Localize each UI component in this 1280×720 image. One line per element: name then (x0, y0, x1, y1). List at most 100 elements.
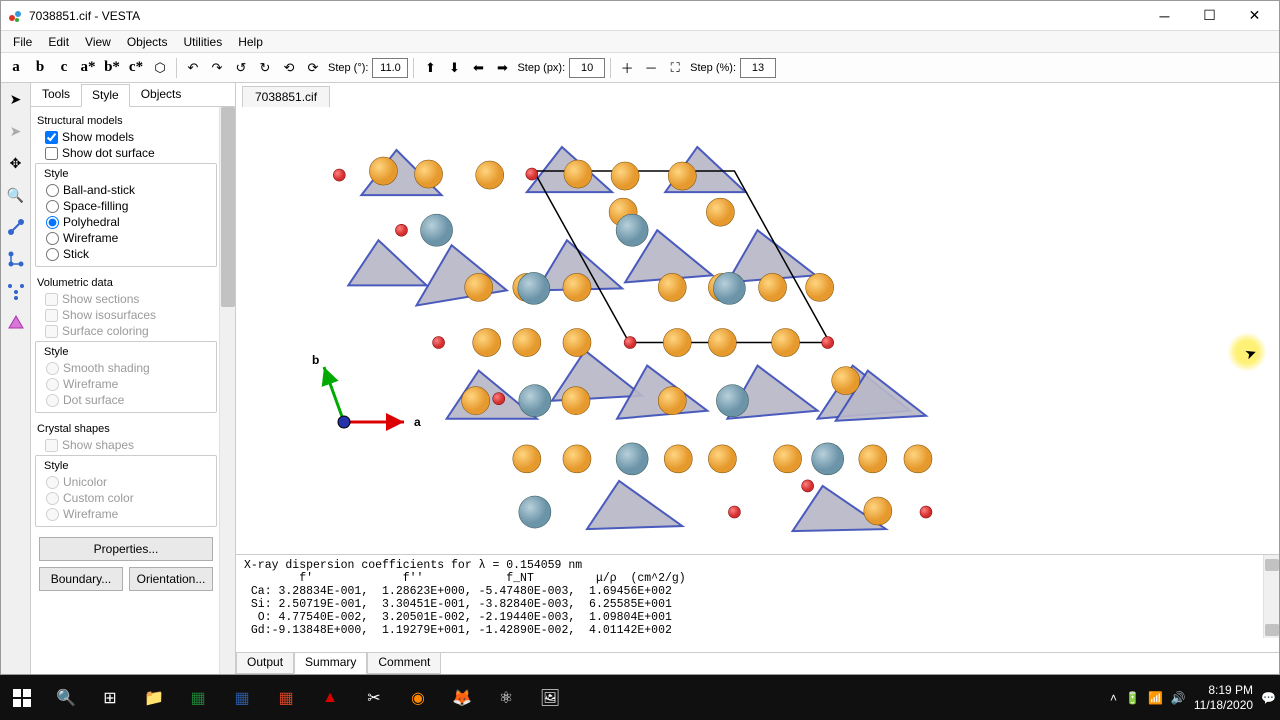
show-models-check[interactable] (45, 131, 58, 144)
menu-view[interactable]: View (77, 33, 119, 51)
polyhedral-radio[interactable] (46, 216, 59, 229)
vesta-icon[interactable]: ⚛ (484, 676, 528, 720)
tab-tools[interactable]: Tools (31, 83, 81, 106)
taskview-icon[interactable]: ⊞ (88, 676, 132, 720)
photos-icon[interactable]: 🖼 (528, 676, 572, 720)
dihedral-icon[interactable] (4, 279, 28, 303)
step-deg-label: Step (°): (326, 62, 370, 74)
vol-style-label: Style (36, 344, 216, 360)
side-scrollbar[interactable] (219, 107, 235, 674)
ppt-icon[interactable]: ▦ (264, 676, 308, 720)
move-right-icon[interactable]: ➡ (491, 57, 513, 79)
canvas[interactable]: a b ➤ (236, 107, 1279, 554)
menu-utilities[interactable]: Utilities (176, 33, 231, 51)
menu-objects[interactable]: Objects (119, 33, 176, 51)
zoom-icon[interactable]: 🔍 (4, 183, 28, 207)
rotate-left-icon[interactable]: ↺ (230, 57, 252, 79)
show-iso-label: Show isosurfaces (62, 308, 156, 322)
ball-stick-radio[interactable] (46, 184, 59, 197)
rotate-right-icon[interactable]: ↻ (254, 57, 276, 79)
axis-bstar-button[interactable]: b* (101, 57, 123, 79)
cr-style-label: Style (36, 458, 216, 474)
tab-comment[interactable]: Comment (367, 652, 441, 674)
menubar: File Edit View Objects Utilities Help (1, 31, 1279, 53)
volume-icon[interactable]: 🔊 (1171, 691, 1186, 705)
custom-radio (46, 492, 59, 505)
rotate-down-icon[interactable]: ↷ (206, 57, 228, 79)
doc-tab[interactable]: 7038851.cif (242, 86, 330, 107)
notifications-icon[interactable]: 💬 (1261, 691, 1276, 705)
rotate-ccw-icon[interactable]: ⟲ (278, 57, 300, 79)
properties-button[interactable]: Properties... (39, 537, 213, 561)
move-icon[interactable]: ✥ (4, 151, 28, 175)
maximize-button[interactable]: ☐ (1187, 2, 1232, 30)
word-icon[interactable]: ▦ (220, 676, 264, 720)
tab-objects[interactable]: Objects (130, 83, 193, 106)
menu-help[interactable]: Help (230, 33, 271, 51)
bond-icon[interactable] (4, 215, 28, 239)
step-px-input[interactable] (569, 58, 605, 78)
close-button[interactable]: ✕ (1232, 2, 1277, 30)
side-tabs: Tools Style Objects (31, 83, 235, 107)
step-deg-input[interactable] (372, 58, 408, 78)
tray-chevron-icon[interactable]: ˄ (1110, 691, 1117, 705)
space-fill-radio[interactable] (46, 200, 59, 213)
axis-a-button[interactable]: a (5, 57, 27, 79)
snip-icon[interactable]: ✂ (352, 676, 396, 720)
volumetric-label: Volumetric data (35, 273, 217, 291)
menu-edit[interactable]: Edit (40, 33, 77, 51)
custom-label: Custom color (63, 491, 134, 505)
orientation-button[interactable]: Orientation... (129, 567, 213, 591)
taskbar: 🔍 ⊞ 📁 ▦ ▦ ▦ ▲ ✂ ◉ 🦊 ⚛ 🖼 ˄ 🔋 📶 🔊 8:19 PM … (0, 675, 1280, 720)
move-up-icon[interactable]: ⬆ (419, 57, 441, 79)
move-down-icon[interactable]: ⬇ (443, 57, 465, 79)
stick-radio[interactable] (46, 248, 59, 261)
rotate-cw-icon[interactable]: ⟳ (302, 57, 324, 79)
app1-icon[interactable]: ◉ (396, 676, 440, 720)
svg-text:a: a (414, 415, 421, 429)
explorer-icon[interactable]: 📁 (132, 676, 176, 720)
show-dot-check[interactable] (45, 147, 58, 160)
unicolor-radio (46, 476, 59, 489)
select-icon[interactable]: ➤ (4, 119, 28, 143)
clock[interactable]: 8:19 PM 11/18/2020 (1194, 683, 1253, 712)
output-scrollbar[interactable] (1263, 555, 1279, 638)
plane-icon[interactable] (4, 311, 28, 335)
axis-cstar-button[interactable]: c* (125, 57, 147, 79)
axis-c-button[interactable]: c (53, 57, 75, 79)
system-tray[interactable]: ˄ 🔋 📶 🔊 8:19 PM 11/18/2020 💬 (1110, 683, 1280, 712)
angle-icon[interactable] (4, 247, 28, 271)
perspective-icon[interactable]: ⬡ (149, 57, 171, 79)
move-left-icon[interactable]: ⬅ (467, 57, 489, 79)
boundary-button[interactable]: Boundary... (39, 567, 123, 591)
start-icon[interactable] (0, 676, 44, 720)
axis-b-button[interactable]: b (29, 57, 51, 79)
zoom-out-icon[interactable]: － (640, 57, 662, 79)
battery-icon[interactable]: 🔋 (1125, 691, 1140, 705)
wireframe-radio[interactable] (46, 232, 59, 245)
minimize-button[interactable]: ─ (1142, 2, 1187, 30)
show-shapes-label: Show shapes (62, 438, 134, 452)
search-icon[interactable]: 🔍 (44, 676, 88, 720)
excel-icon[interactable]: ▦ (176, 676, 220, 720)
show-iso-check (45, 309, 58, 322)
axis-astar-button[interactable]: a* (77, 57, 99, 79)
menu-file[interactable]: File (5, 33, 40, 51)
side-panel: Structural models Show models Show dot s… (31, 107, 219, 674)
fit-icon[interactable]: ⛶ (664, 57, 686, 79)
pointer-icon[interactable]: ➤ (4, 87, 28, 111)
firefox-icon[interactable]: 🦊 (440, 676, 484, 720)
pdf-icon[interactable]: ▲ (308, 676, 352, 720)
rotate-up-icon[interactable]: ↶ (182, 57, 204, 79)
step-pct-input[interactable] (740, 58, 776, 78)
wifi-icon[interactable]: 📶 (1148, 691, 1163, 705)
app-logo-icon (7, 8, 23, 24)
tab-output[interactable]: Output (236, 652, 294, 674)
space-fill-label: Space-filling (63, 199, 128, 213)
svg-text:b: b (312, 353, 319, 367)
smooth-label: Smooth shading (63, 361, 150, 375)
tab-style[interactable]: Style (81, 84, 130, 107)
dotsurf-radio (46, 394, 59, 407)
zoom-in-icon[interactable]: ＋ (616, 57, 638, 79)
tab-summary[interactable]: Summary (294, 652, 367, 674)
